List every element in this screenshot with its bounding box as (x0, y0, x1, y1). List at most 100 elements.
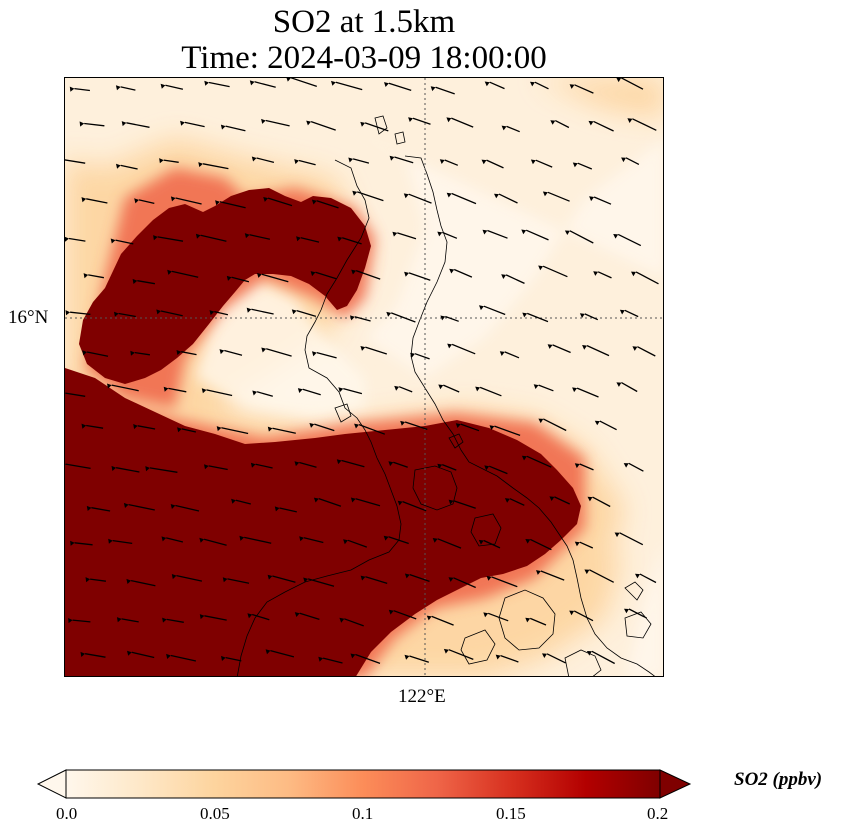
wind-arrow-head (274, 506, 280, 512)
wind-arrow-shaft (130, 579, 156, 587)
wind-arrow-shaft (597, 271, 612, 279)
wind-arrow-head (80, 651, 86, 657)
wind-arrow-head (426, 615, 432, 621)
wind-arrow-shaft (300, 237, 320, 243)
so2-field-light (195, 118, 663, 676)
wind-arrow-head (297, 388, 303, 393)
wind-arrow-head (250, 462, 256, 468)
wind-arrow-shaft (86, 424, 104, 429)
wind-arrow-head (404, 654, 410, 660)
wind-arrow-shaft (628, 608, 647, 619)
wind-arrow-shaft (299, 612, 320, 621)
wind-arrow-shaft (388, 536, 409, 545)
wind-arrow-shaft (65, 159, 86, 164)
wind-arrow-head (584, 569, 590, 575)
wind-arrow-head (504, 498, 510, 503)
wind-arrow-shaft (617, 233, 642, 247)
wind-arrow-head (394, 385, 400, 391)
wind-arrow-head (247, 613, 253, 619)
wind-arrow-head (110, 238, 116, 244)
wind-arrow-shaft (574, 84, 594, 94)
wind-arrow-shaft (586, 345, 610, 357)
wind-arrow-shaft (252, 613, 270, 621)
wind-arrow-head (635, 573, 640, 579)
wind-arrow-head (579, 313, 585, 318)
wind-arrow-head (440, 315, 446, 321)
wind-arrow-shaft (84, 122, 105, 127)
wind-arrow-head (343, 539, 348, 545)
longitude-tick-label: 122°E (398, 686, 446, 707)
wind-arrow-head (351, 269, 357, 275)
wind-arrow-head (216, 426, 222, 432)
wind-arrow-head (220, 124, 226, 130)
wind-arrow-head (286, 78, 291, 82)
wind-arrow-shaft (307, 578, 335, 587)
wind-arrow-head (160, 83, 166, 89)
wind-arrow-shaft (620, 78, 644, 90)
wind-arrow-shaft (552, 344, 571, 354)
wind-arrow-shaft (358, 423, 386, 435)
wind-arrow-head (572, 162, 578, 168)
wind-arrow-head (310, 271, 316, 277)
wind-arrow-head (294, 159, 299, 165)
wind-arrow-head (533, 384, 539, 389)
wind-arrow-shaft (619, 532, 644, 546)
wind-arrow-shaft (579, 541, 594, 549)
wind-arrow-shaft (579, 463, 594, 471)
wind-arrow-shaft (408, 193, 432, 204)
wind-arrow-shaft (91, 507, 111, 512)
wind-arrow-shaft (74, 542, 93, 546)
wind-arrow-head (484, 465, 490, 471)
wind-arrow-shaft (526, 455, 552, 468)
wind-arrow-head (389, 155, 395, 161)
wind-arrow-head (177, 427, 182, 433)
wind-arrow-shaft (460, 423, 480, 432)
wind-arrow-head (525, 539, 531, 544)
wind-arrow-head (261, 118, 266, 124)
wind-arrow-shaft (621, 382, 638, 393)
wind-arrow-head (199, 537, 205, 543)
wind-arrow-head (589, 196, 595, 202)
wind-vectors (65, 78, 659, 665)
wind-arrow-head (65, 236, 69, 242)
wind-arrow-head (631, 271, 636, 277)
wind-arrow-shaft (637, 346, 656, 357)
wind-arrow-head (447, 343, 453, 349)
wind-arrow-shaft (409, 573, 430, 583)
wind-arrow-shaft (72, 619, 91, 623)
wind-arrow-shaft (134, 351, 150, 356)
wind-arrow-head (132, 278, 138, 284)
wind-arrow-shaft (577, 162, 593, 170)
wind-arrow-shaft (224, 349, 243, 356)
wind-arrow-head (162, 617, 167, 623)
wind-arrow-shaft (200, 234, 227, 242)
map-panel (64, 77, 664, 677)
wind-arrow-head (499, 351, 505, 356)
wind-arrow-head (574, 541, 580, 547)
wind-arrow-shaft (111, 384, 139, 392)
wind-arrow-shaft (451, 192, 477, 205)
wind-arrow-shaft (166, 618, 184, 623)
wind-arrow-head (85, 577, 91, 583)
wind-arrow-head (145, 466, 150, 472)
wind-arrow-head (547, 344, 553, 349)
wind-arrow-head (621, 157, 626, 163)
wind-arrow-head (246, 307, 252, 313)
wind-arrow-shaft (219, 201, 246, 209)
wind-arrow-shaft (184, 121, 205, 128)
wind-arrow-head (489, 425, 495, 430)
wind-arrow-head (130, 350, 135, 356)
wind-arrow-head (294, 461, 300, 467)
wind-arrow-shaft (315, 271, 337, 280)
wind-arrow-shaft (137, 425, 156, 430)
wind-arrow-shaft (639, 573, 657, 584)
wind-arrow-head (619, 309, 625, 315)
wind-arrow-shaft (120, 86, 136, 91)
wind-arrow-head (313, 497, 319, 503)
wind-arrow-shaft (120, 164, 138, 170)
wind-arrow-shaft (451, 117, 474, 128)
wind-arrow-head (495, 654, 501, 660)
wind-arrow-shaft (175, 504, 200, 512)
wind-arrow-head (195, 233, 201, 239)
wind-arrow-head (170, 504, 176, 509)
